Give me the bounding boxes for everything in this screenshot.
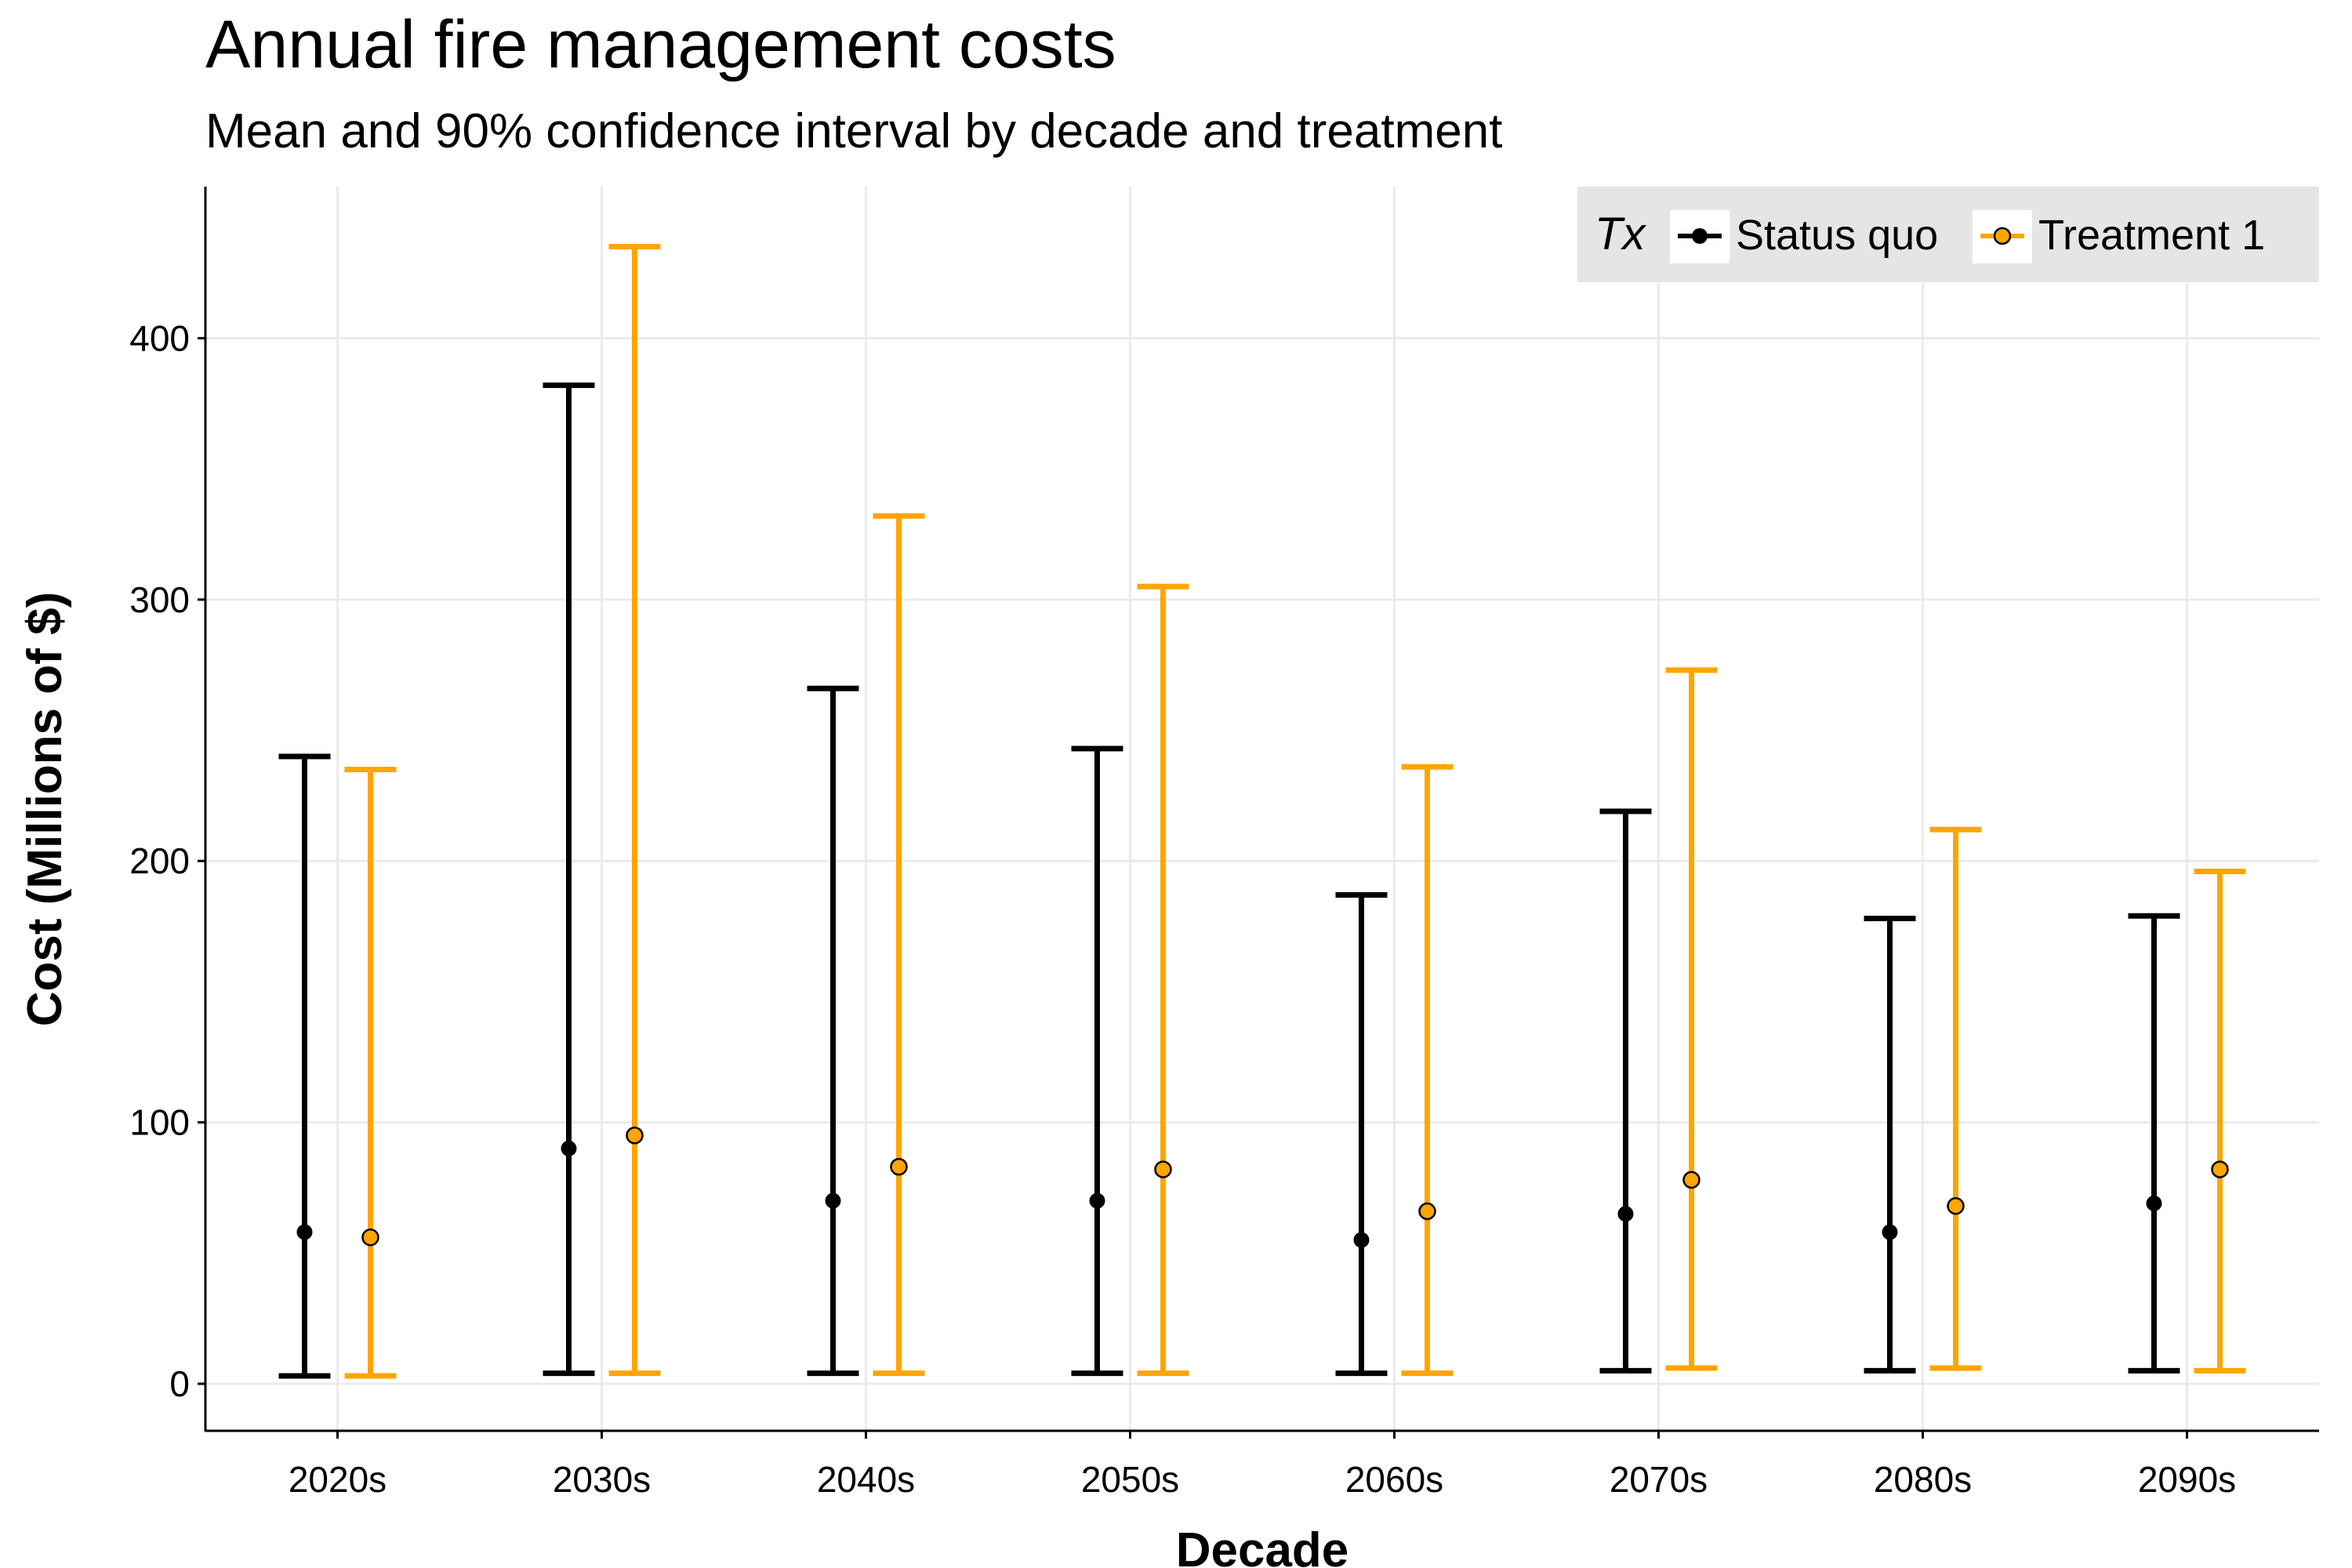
chart-title: Annual fire management costs: [205, 7, 1116, 82]
legend-title: Tx: [1595, 209, 1646, 260]
mean-point: [2146, 1195, 2162, 1211]
mean-point: [561, 1140, 577, 1156]
mean-point: [296, 1224, 313, 1240]
axes: [204, 187, 2319, 1432]
errorbar-treatment-1-2080s: [1929, 826, 1982, 1371]
errorbar-treatment-1-2070s: [1665, 667, 1718, 1371]
errorbar-status-quo-2090s: [2128, 913, 2180, 1374]
mean-point: [2211, 1160, 2229, 1178]
x-tick-label: 2080s: [1874, 1459, 1972, 1500]
mean-point: [626, 1127, 644, 1145]
gridlines: [205, 187, 2319, 1431]
errorbar-status-quo-2050s: [1071, 746, 1123, 1377]
errorbar-treatment-1-2090s: [2194, 869, 2246, 1374]
errorbar-treatment-1-2030s: [608, 244, 661, 1377]
y-tick-label: 300: [129, 579, 190, 620]
mean-point: [825, 1192, 841, 1209]
legend: Tx Status quo Treatment 1: [1577, 187, 2319, 282]
errorbar-treatment-1-2050s: [1137, 583, 1189, 1377]
mean-point: [1617, 1206, 1634, 1222]
x-tick-label: 2090s: [2138, 1459, 2236, 1500]
x-tick-label: 2070s: [1610, 1459, 1708, 1500]
y-axis-title: Cost (Millions of $): [18, 592, 72, 1027]
errorbar-status-quo-2040s: [807, 685, 859, 1377]
mean-point: [1089, 1192, 1105, 1209]
x-axis-title: Decade: [1176, 1523, 1349, 1568]
x-tick-label: 2040s: [817, 1459, 915, 1500]
errorbar-treatment-1-2020s: [344, 766, 397, 1379]
mean-point: [1947, 1197, 1965, 1215]
mean-point: [1353, 1232, 1370, 1248]
mean-point: [1418, 1202, 1436, 1221]
mean-point: [1882, 1224, 1898, 1240]
mean-point: [890, 1158, 908, 1176]
mean-point: [1154, 1160, 1172, 1178]
y-tick-label: 0: [169, 1363, 190, 1404]
y-tick-label: 400: [129, 318, 190, 358]
chart-subtitle: Mean and 90% confidence interval by deca…: [205, 104, 1503, 158]
y-tick-label: 200: [129, 840, 190, 881]
errorbar-status-quo-2080s: [1864, 916, 1916, 1374]
errorbar-status-quo-2060s: [1335, 892, 1388, 1377]
legend-item-treatment-1: Treatment 1: [1973, 210, 2265, 263]
legend-key-dot-status-quo: [1692, 228, 1708, 244]
x-tick-label: 2030s: [553, 1459, 651, 1500]
errorbar-status-quo-2070s: [1599, 808, 1652, 1374]
tick-labels: 0 100 200 300 400 2020s 2030s 2040s 2050s 2060s 20…: [129, 318, 2236, 1500]
errorbar-status-quo-2020s: [278, 753, 331, 1379]
errorbar-treatment-1-2060s: [1401, 764, 1454, 1377]
mean-point: [1682, 1171, 1700, 1189]
mean-point: [361, 1229, 379, 1247]
legend-label-treatment-1: Treatment 1: [2038, 212, 2265, 259]
x-tick-label: 2050s: [1081, 1459, 1179, 1500]
errorbar-status-quo-2030s: [543, 382, 595, 1377]
x-tick-label: 2020s: [289, 1459, 387, 1500]
legend-label-status-quo: Status quo: [1736, 212, 1938, 259]
legend-item-status-quo: Status quo: [1670, 210, 1938, 263]
y-tick-label: 100: [129, 1102, 190, 1143]
legend-key-dot-treatment-1: [1993, 227, 2012, 245]
errorbar-treatment-1-2040s: [873, 513, 925, 1377]
errorbar-marks: [278, 244, 2246, 1379]
x-tick-label: 2060s: [1345, 1459, 1443, 1500]
